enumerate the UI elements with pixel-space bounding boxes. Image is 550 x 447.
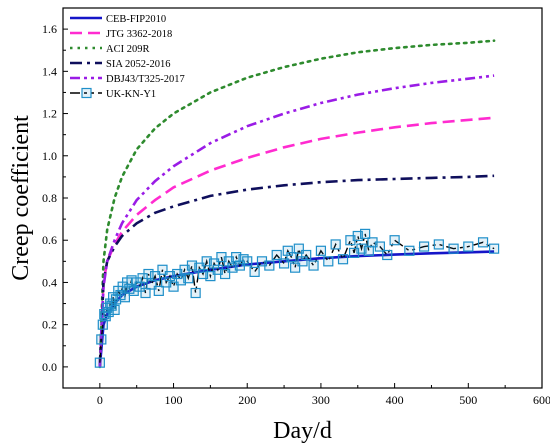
data-point — [337, 254, 349, 265]
y-tick-label: 0.0 — [42, 360, 57, 374]
data-point — [477, 237, 489, 248]
y-tick-label: 1.4 — [42, 64, 57, 78]
series-line — [98, 174, 495, 367]
data-point — [109, 304, 120, 315]
data-point — [308, 260, 319, 271]
data-point — [197, 268, 209, 280]
data-point — [208, 258, 220, 269]
legend-label: CEB-FIP2010 — [106, 14, 166, 25]
data-point — [297, 256, 308, 267]
y-tick-label: 0.6 — [42, 233, 57, 247]
data-point — [448, 243, 459, 254]
data-point — [301, 249, 312, 261]
x-axis-title: Day/d — [273, 418, 332, 444]
data-point — [157, 264, 168, 275]
data-point — [389, 235, 400, 246]
data-point — [168, 281, 179, 292]
series-line — [98, 74, 495, 367]
data-point — [315, 245, 327, 256]
data-point — [323, 256, 334, 267]
x-tick-label: 200 — [238, 393, 256, 407]
data-point — [227, 262, 238, 273]
data-point — [153, 285, 164, 296]
legend: CEB-FIP2010 JTG 3362-2018 ACI 209R SIA 2052… — [70, 14, 185, 100]
data-point — [97, 319, 108, 330]
series-markers — [94, 228, 500, 368]
legend-label: ACI 209R — [106, 44, 149, 55]
x-axis-ticks: 0 100 200 300 400 500 600 — [62, 383, 550, 407]
legend-label: SIA 2052-2016 — [106, 59, 170, 70]
data-point — [363, 245, 374, 256]
data-point — [194, 262, 205, 273]
data-point — [205, 271, 216, 282]
y-tick-label: 0.8 — [42, 191, 57, 205]
y-tick-label: 1.0 — [42, 149, 57, 163]
data-point — [190, 287, 201, 299]
data-point — [150, 271, 161, 282]
legend-label: JTG 3362-2018 — [106, 29, 172, 40]
data-point — [374, 241, 385, 252]
x-tick-label: 300 — [312, 393, 330, 407]
series-curves — [98, 39, 496, 369]
data-point — [264, 260, 275, 271]
x-tick-label: 0 — [97, 393, 103, 407]
x-tick-label: 100 — [165, 393, 183, 407]
data-point — [175, 275, 187, 286]
data-point — [286, 252, 297, 263]
series-line — [98, 39, 496, 369]
data-point — [463, 241, 474, 252]
data-point — [140, 287, 151, 299]
y-axis-ticks: 0.0 0.2 0.4 0.6 0.8 1.0 1.2 1.4 1.6 — [42, 7, 68, 389]
data-point — [293, 243, 304, 254]
data-point — [360, 228, 371, 239]
data-point — [201, 256, 212, 267]
data-point — [382, 249, 393, 261]
y-tick-label: 0.2 — [42, 318, 57, 332]
x-tick-label: 500 — [459, 393, 477, 407]
y-tick-label: 0.4 — [42, 275, 57, 289]
data-point — [119, 292, 131, 303]
data-point — [352, 230, 363, 242]
y-tick-label: 1.2 — [42, 107, 57, 121]
data-point — [356, 243, 367, 254]
data-point — [94, 357, 105, 368]
data-point — [96, 334, 107, 345]
data-point — [330, 239, 341, 250]
data-point — [278, 258, 290, 269]
y-axis-title: Creep coefficient — [8, 115, 34, 281]
legend-label: UK-KN-Y1 — [106, 89, 156, 100]
x-tick-label: 400 — [386, 393, 404, 407]
y-tick-label: 1.6 — [42, 22, 57, 36]
legend-label: DBJ43/T325-2017 — [106, 74, 185, 85]
legend-marker — [81, 87, 92, 99]
data-point — [282, 245, 293, 256]
data-point — [238, 254, 249, 265]
data-point — [183, 273, 194, 284]
data-point — [108, 292, 119, 303]
data-point — [249, 266, 260, 277]
data-point — [242, 256, 253, 267]
data-point — [404, 245, 415, 256]
data-point — [126, 275, 137, 286]
data-point — [489, 243, 500, 254]
data-point — [220, 268, 231, 280]
series-line — [99, 233, 495, 363]
data-point — [186, 260, 198, 271]
data-point — [271, 249, 282, 261]
data-point — [290, 262, 301, 273]
data-point — [433, 239, 444, 250]
data-point — [164, 271, 175, 282]
data-point — [143, 268, 154, 280]
data-point — [418, 241, 430, 252]
x-tick-label: 600 — [533, 393, 550, 407]
